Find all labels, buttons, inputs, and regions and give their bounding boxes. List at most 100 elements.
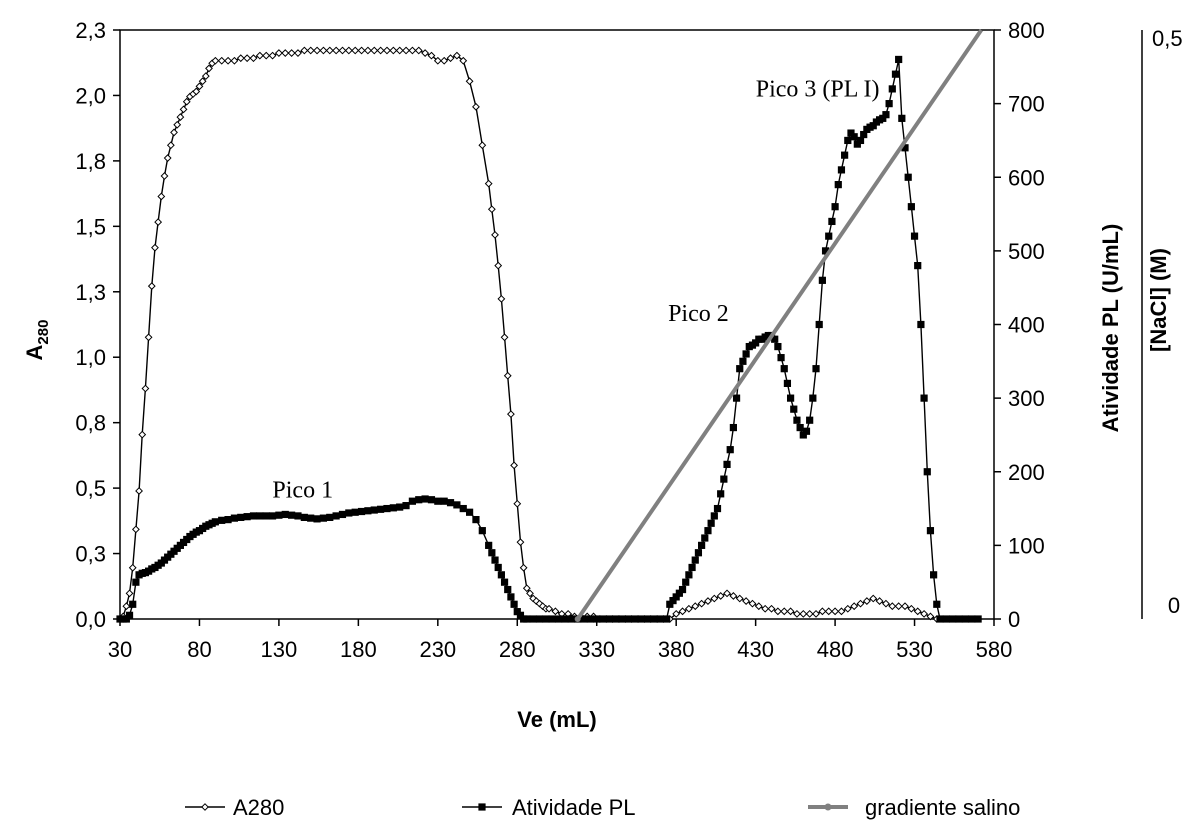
atividade-point [923,468,931,476]
atividade-point [313,515,321,523]
atividade-point [895,55,903,64]
a280-point [484,179,493,188]
atividade-point [612,615,620,623]
atividade-point [780,365,788,373]
atividade-point [415,496,423,504]
x-tick-label: 180 [340,637,377,662]
atividade-point [281,510,289,519]
atividade-point [542,615,550,623]
atividade-point [825,232,833,240]
a280-point [166,141,175,150]
a280-point [383,46,391,55]
atividade-point [459,504,467,513]
a280-point [268,51,277,60]
a280-point [697,599,706,608]
atividade-point [933,600,941,608]
atividade-point [818,276,826,284]
atividade-point [968,615,976,623]
atividade-point [294,512,302,520]
atividade-point [485,541,493,549]
gradiente-point [574,616,581,622]
atividade-point [338,510,347,519]
legend-item: gradiente salino [808,795,1020,820]
atividade-point [593,615,601,623]
atividade-point [332,512,340,520]
x-tick-label: 580 [976,637,1013,662]
atividade-point [567,615,575,623]
atividade-point [129,600,137,608]
atividade-point [650,615,658,623]
a280-point [710,594,719,603]
atividade-point [370,506,378,514]
a280-point [275,49,283,57]
a280-point [287,49,296,57]
atividade-point [841,151,849,159]
atividade-point [713,504,722,513]
atividade-point [809,394,817,402]
atividade-point [224,516,232,524]
y-tick-label: 0,8 [75,411,106,436]
atividade-point [726,446,734,454]
atividade-point [707,519,715,527]
a280-point [793,609,801,618]
a280-point [363,46,372,55]
a280-point [421,49,430,57]
a280-point [157,192,166,201]
atividade-point [685,571,693,579]
atividade-point [494,563,502,572]
y3-tick-label-top: 0,5 [1152,26,1183,51]
annotation-label: Pico 3 (PL I) [756,76,880,102]
atividade-point [507,593,515,601]
y3-tick-label-bottom: 0 [1168,593,1180,618]
atividade-point [856,136,865,145]
atividade-point [904,173,912,181]
atividade-point [930,571,938,579]
atividade-point [949,615,957,623]
y2-tick-label: 600 [1008,165,1045,190]
a280-point [716,592,725,600]
x-tick-label: 280 [499,637,536,662]
atividade-point [491,556,499,564]
a280-point [294,49,302,57]
atividade-point [752,339,760,347]
annotations: Pico 1 Pico 2 Pico 3 (PL I) [272,76,879,503]
a280-point [128,563,137,572]
a280-point [843,604,852,613]
atividade-point [888,85,896,93]
a280-point [131,525,140,534]
a280-point [205,64,213,73]
a280-point [754,602,763,611]
a280-point [154,218,163,226]
atividade-point [821,247,830,255]
y-tick-label: 0,0 [75,607,106,632]
annotation-label: Pico 2 [668,301,729,327]
a280-point [487,205,496,214]
a280-point [522,584,531,593]
a280-point [875,597,884,605]
atividade-point [383,504,391,513]
atividade-point [396,503,404,511]
a280-point [402,46,410,55]
atividade-point [434,497,442,505]
a280-point [465,77,474,86]
atividade-point [504,585,512,594]
atividade-point [377,505,385,513]
a280-point [926,612,935,621]
atividade-point [586,615,594,623]
a280-point [735,594,744,603]
atividade-point [704,527,712,535]
a280-point [503,371,512,380]
atividade-point [666,600,674,608]
a280-point [497,294,506,303]
atividade-point [125,611,134,619]
atividade-point [211,518,219,526]
atividade-point [736,365,744,373]
atividade-point [799,431,807,439]
atividade-point [656,615,664,623]
atividade-point [723,460,731,468]
x-tick-label: 230 [419,637,456,662]
atividade-point [942,615,950,623]
atividade-point [974,615,982,623]
a280-point [691,602,700,611]
atividade-point [739,357,747,365]
